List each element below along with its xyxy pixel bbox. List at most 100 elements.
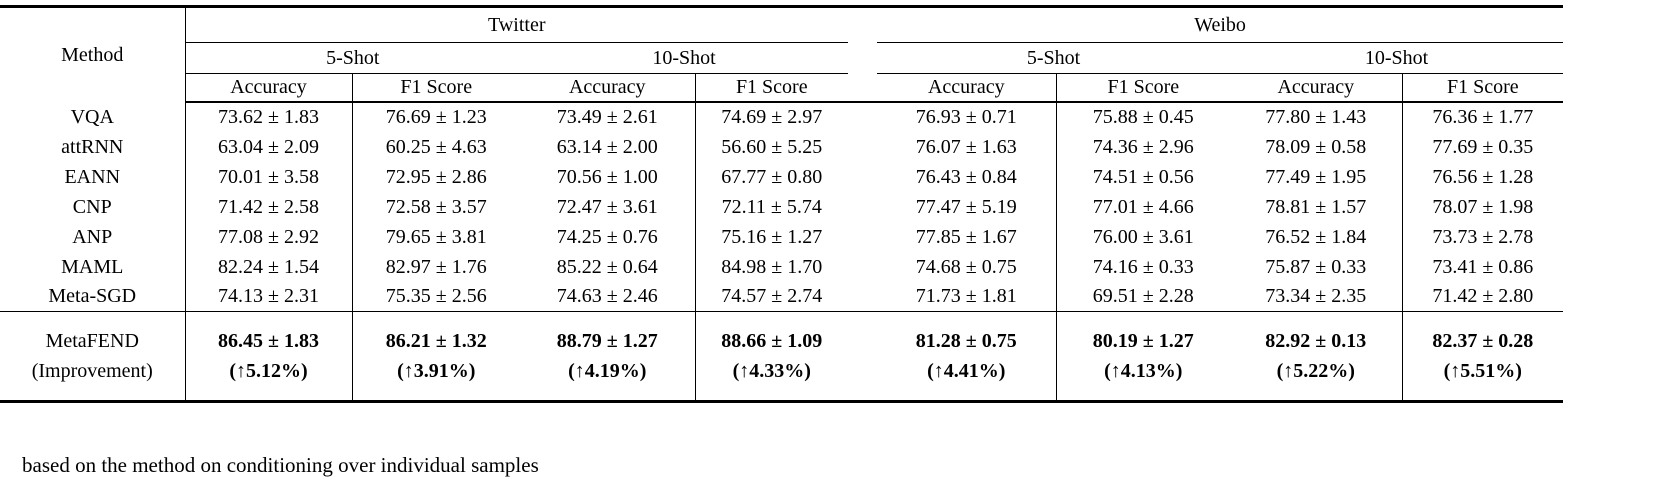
improvement-value: (↑4.13%) — [1104, 360, 1183, 382]
twitter-10shot-header: 10-Shot — [520, 42, 849, 74]
table-row-meta-sgd: Meta-SGD 74.13 ± 2.31 75.35 ± 2.56 74.63… — [0, 281, 1563, 312]
value-cell: 73.34 ± 2.35 — [1230, 281, 1403, 312]
shot-header-row: 5-Shot 10-Shot 5-Shot 10-Shot — [0, 42, 1564, 74]
value-cell: 77.69 ± 0.35 — [1432, 135, 1534, 158]
improvement-label: (Improvement) — [31, 360, 153, 382]
value-cell: 75.35 ± 2.56 — [385, 285, 487, 308]
value-cell: 76.00 ± 3.61 — [1092, 225, 1194, 248]
twitter-5shot-header: 5-Shot — [185, 42, 520, 74]
improvement-value: (↑4.19%) — [568, 360, 647, 382]
value-cell: 69.51 ± 2.28 — [1092, 285, 1194, 308]
value-cell: 80.19 ± 1.27 (↑4.13%) — [1056, 311, 1231, 402]
value-cell: 56.60 ± 5.25 — [721, 135, 823, 158]
metric-header-accuracy: Accuracy — [185, 73, 353, 103]
table-row-vqa: VQA 73.62 ± 1.83 76.69 ± 1.23 73.49 ± 2.… — [0, 101, 1563, 132]
value-cell: 78.81 ± 1.57 — [1230, 191, 1403, 222]
value-cell: 77.01 ± 4.66 — [1092, 195, 1194, 218]
value-cell: 74.36 ± 2.96 — [1092, 135, 1194, 158]
value-cell: 74.68 ± 0.75 — [877, 251, 1057, 282]
value-cell: 74.69 ± 2.97 — [721, 106, 823, 128]
value-cell: 78.09 ± 0.58 — [1230, 131, 1403, 162]
value-cell: 82.92 ± 0.13 (↑5.22%) — [1230, 311, 1403, 402]
value-cell: 76.36 ± 1.77 — [1432, 106, 1534, 128]
table-row-eann: EANN 70.01 ± 3.58 72.95 ± 2.86 70.56 ± 1… — [0, 161, 1563, 192]
value-cell: 88.79 ± 1.27 (↑4.19%) — [520, 311, 696, 402]
score-value: 88.79 ± 1.27 — [556, 330, 658, 352]
value-cell: 88.66 ± 1.09 (↑4.33%) — [695, 311, 849, 402]
results-table: Method Twitter Weibo 5-Shot 10-Shot 5-Sh… — [0, 5, 1564, 403]
value-cell: 73.62 ± 1.83 — [185, 101, 353, 132]
method-cell: MetaFEND (Improvement) — [0, 311, 186, 402]
metric-header-f1: F1 Score — [1056, 73, 1231, 103]
score-value: 86.45 ± 1.83 — [218, 330, 319, 352]
value-cell: 63.04 ± 2.09 — [185, 131, 353, 162]
score-value: 86.21 ± 1.32 — [385, 330, 487, 352]
method-cell: attRNN — [0, 131, 186, 162]
improvement-value: (↑4.33%) — [732, 360, 811, 382]
method-column-header: Method — [0, 6, 186, 102]
value-cell: 86.21 ± 1.32 (↑3.91%) — [352, 311, 520, 402]
value-cell: 71.42 ± 2.58 — [185, 191, 353, 222]
score-value: 80.19 ± 1.27 — [1092, 330, 1194, 352]
value-cell: 71.73 ± 1.81 — [877, 281, 1057, 312]
value-cell: 78.07 ± 1.98 — [1432, 195, 1534, 218]
table-row-anp: ANP 77.08 ± 2.92 79.65 ± 3.81 74.25 ± 0.… — [0, 221, 1563, 252]
value-cell: 71.42 ± 2.80 — [1432, 285, 1534, 308]
value-cell: 72.47 ± 3.61 — [520, 191, 696, 222]
value-cell: 74.25 ± 0.76 — [520, 221, 696, 252]
value-cell: 67.77 ± 0.80 — [721, 165, 823, 188]
dataset-header-twitter: Twitter — [185, 6, 849, 43]
value-cell: 76.52 ± 1.84 — [1230, 221, 1403, 252]
value-cell: 79.65 ± 3.81 — [385, 225, 487, 248]
metric-gap — [848, 73, 878, 103]
value-cell: 76.07 ± 1.63 — [877, 131, 1057, 162]
improvement-value: (↑5.12%) — [229, 360, 308, 382]
metric-header-accuracy: Accuracy — [1230, 73, 1403, 103]
value-cell: 77.49 ± 1.95 — [1230, 161, 1403, 192]
method-cell: Meta-SGD — [0, 281, 186, 312]
value-cell: 75.88 ± 0.45 — [1092, 106, 1194, 128]
table-row-attrnn: attRNN 63.04 ± 2.09 60.25 ± 4.63 63.14 ±… — [0, 131, 1563, 162]
value-cell: 82.37 ± 0.28 (↑5.51%) — [1402, 311, 1564, 402]
value-cell: 86.45 ± 1.83 (↑5.12%) — [185, 311, 353, 402]
metafend-label: MetaFEND — [45, 330, 139, 352]
score-value: 88.66 ± 1.09 — [721, 330, 823, 352]
method-cell: EANN — [0, 161, 186, 192]
value-cell: 72.11 ± 5.74 — [721, 195, 822, 218]
value-cell: 72.58 ± 3.57 — [385, 195, 487, 218]
score-value: 81.28 ± 0.75 — [915, 330, 1017, 352]
value-cell: 63.14 ± 2.00 — [520, 131, 696, 162]
score-value: 82.92 ± 0.13 — [1265, 330, 1367, 352]
metric-header-f1: F1 Score — [352, 73, 520, 103]
score-value: 82.37 ± 0.28 — [1432, 330, 1534, 352]
weibo-5shot-header: 5-Shot — [877, 42, 1231, 74]
value-cell: 73.73 ± 2.78 — [1432, 225, 1534, 248]
value-cell: 77.80 ± 1.43 — [1230, 101, 1403, 132]
metric-header-accuracy: Accuracy — [877, 73, 1057, 103]
value-cell: 84.98 ± 1.70 — [721, 255, 823, 278]
value-cell: 73.49 ± 2.61 — [520, 101, 696, 132]
value-cell: 72.95 ± 2.86 — [385, 165, 487, 188]
value-cell: 60.25 ± 4.63 — [385, 135, 487, 158]
value-cell: 74.51 ± 0.56 — [1092, 165, 1194, 188]
clipped-text-line: based on the method on conditioning over… — [22, 453, 539, 477]
value-cell: 76.93 ± 0.71 — [877, 101, 1057, 132]
value-cell: 70.56 ± 1.00 — [520, 161, 696, 192]
metric-header-row: Accuracy F1 Score Accuracy F1 Score Accu… — [0, 73, 1564, 103]
value-cell: 81.28 ± 0.75 (↑4.41%) — [877, 311, 1057, 402]
value-cell: 76.69 ± 1.23 — [385, 106, 487, 128]
value-cell: 76.56 ± 1.28 — [1432, 165, 1534, 188]
method-cell: VQA — [0, 101, 186, 132]
method-cell: CNP — [0, 191, 186, 222]
value-cell: 70.01 ± 3.58 — [185, 161, 353, 192]
dataset-header-weibo: Weibo — [877, 6, 1564, 43]
value-cell: 82.24 ± 1.54 — [185, 251, 353, 282]
value-cell: 75.16 ± 1.27 — [721, 225, 823, 248]
value-cell: 73.41 ± 0.86 — [1432, 255, 1534, 278]
value-cell: 82.97 ± 1.76 — [385, 255, 487, 278]
value-cell: 74.16 ± 0.33 — [1092, 255, 1194, 278]
value-cell: 75.87 ± 0.33 — [1230, 251, 1403, 282]
page: { "table": { "method_header": "Method", … — [0, 5, 1658, 477]
value-cell: 77.08 ± 2.92 — [185, 221, 353, 252]
weibo-10shot-header: 10-Shot — [1230, 42, 1564, 74]
